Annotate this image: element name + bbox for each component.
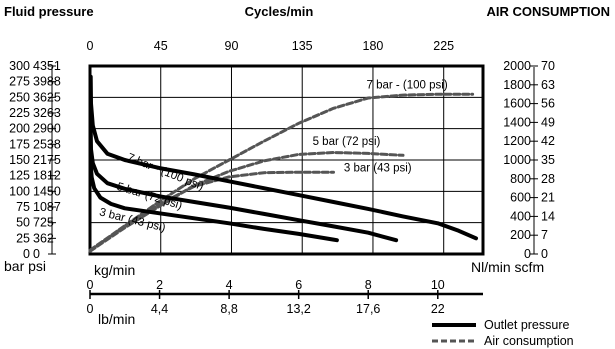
nl-min-tick-label: 1000: [503, 153, 531, 167]
psi-tick-label: 3263: [33, 106, 61, 120]
outlet-pressure-series: [88, 74, 478, 243]
nl-min-tick-label: 1400: [503, 115, 531, 129]
cycles-tick-label: 135: [292, 39, 313, 53]
outlet-pressure-line-1: [88, 126, 399, 243]
psi-tick-label: 3625: [33, 90, 61, 104]
bar-tick-label: 175: [9, 137, 30, 151]
cycles-tick-label: 225: [433, 39, 454, 53]
nl-min-tick-label: 800: [510, 172, 531, 186]
lb-min-tick-label: 4,4: [151, 302, 168, 316]
lb-min-tick-label: 13,2: [287, 302, 311, 316]
air-7bar-label: 7 bar - (100 psi): [366, 80, 447, 92]
psi-tick-label: 0: [33, 247, 40, 261]
air-consumption-header: AIR CONSUMPTION: [487, 4, 611, 19]
psi-tick-label: 2175: [33, 153, 61, 167]
nl-min-tick-label: 400: [510, 209, 531, 223]
cycles-tick-label: 90: [225, 39, 239, 53]
nl-min-tick-label: 600: [510, 191, 531, 205]
scfm-tick-label: 21: [541, 191, 555, 205]
bar-tick-label: 0: [23, 247, 30, 261]
psi-tick-label: 1812: [33, 169, 61, 183]
psi-tick-label: 362: [33, 231, 54, 245]
bar-tick-label: 125: [9, 169, 30, 183]
bar-tick-label: 200: [9, 122, 30, 136]
nl-min-ticks: 0 200 400 600 800 1000 1200 1400 1600 1800 2000: [503, 59, 531, 261]
bar-tick-label: 150: [9, 153, 30, 167]
nl-min-tick-label: 1200: [503, 134, 531, 148]
lb-min-tick-label: 0: [87, 302, 94, 316]
outlet-pressure-line-0: [88, 74, 478, 241]
legend-air-label: Air consumption: [484, 334, 574, 348]
psi-tick-label: 2900: [33, 122, 61, 136]
nl-min-tick-label: 0: [524, 247, 531, 261]
bar-tick-label: 275: [9, 75, 30, 89]
kg-min-tick-label: 8: [365, 278, 372, 292]
scfm-tick-label: 0: [541, 247, 548, 261]
air-consumption-line-2: [88, 170, 335, 252]
scfm-tick-label: 42: [541, 134, 555, 148]
kg-min-tick-label: 10: [431, 278, 445, 292]
air-consumption-line-0: [88, 92, 475, 253]
scfm-tick-label: 70: [541, 59, 555, 73]
scfm-tick-label: 28: [541, 172, 555, 186]
lb-min-unit: lb/min: [98, 311, 135, 327]
psi-tick-label: 3988: [33, 75, 61, 89]
scfm-tick-label: 35: [541, 153, 555, 167]
kg-min-tick-label: 4: [226, 278, 233, 292]
outlet-pressure-line-2: [88, 163, 339, 243]
fluid-pressure-header: Fluid pressure: [4, 4, 94, 19]
cycles-ticks: 0 45 90 135 180 225: [87, 39, 455, 53]
kg-min-ticks: 0 2 4 6 8 10: [87, 278, 445, 299]
cycles-tick-label: 180: [363, 39, 384, 53]
scfm-ticks: 0 7 14 21 28 35 42 49 56 63 70: [530, 59, 555, 261]
kg-min-tick-label: 6: [295, 278, 302, 292]
bar-tick-label: 300: [9, 59, 30, 73]
scfm-tick-label: 56: [541, 97, 555, 111]
air-3bar-label: 3 bar (43 psi): [344, 162, 412, 174]
nl-min-tick-label: 2000: [503, 59, 531, 73]
cycles-tick-label: 45: [154, 39, 168, 53]
bar-tick-label: 225: [9, 106, 30, 120]
bar-tick-label: 100: [9, 184, 30, 198]
kg-min-tick-label: 2: [156, 278, 163, 292]
psi-tick-label: 1087: [33, 200, 61, 214]
kg-min-unit: kg/min: [94, 262, 135, 278]
bar-tick-label: 25: [16, 231, 30, 245]
cycles-header: Cycles/min: [245, 4, 314, 19]
scfm-tick-label: 7: [541, 228, 548, 242]
psi-tick-label: 1450: [33, 184, 61, 198]
psi-tick-label: 2538: [33, 137, 61, 151]
lb-min-ticks: 0 4,4 8,8 13,2 17,6 22: [87, 302, 445, 316]
nl-scfm-unit: Nl/min scfm: [471, 259, 544, 275]
legend-outlet-label: Outlet pressure: [484, 318, 570, 332]
nl-min-tick-label: 200: [510, 228, 531, 242]
psi-tick-label: 725: [33, 216, 54, 230]
scfm-tick-label: 14: [541, 209, 555, 223]
bar-tick-label: 50: [16, 216, 30, 230]
lb-min-tick-label: 22: [431, 302, 445, 316]
lb-min-tick-label: 17,6: [356, 302, 380, 316]
scfm-tick-label: 49: [541, 115, 555, 129]
nl-min-tick-label: 1800: [503, 78, 531, 92]
bar-tick-label: 250: [9, 90, 30, 104]
bar-tick-label: 75: [16, 200, 30, 214]
psi-tick-label: 4351: [33, 59, 61, 73]
air-5bar-label: 5 bar (72 psi): [313, 136, 381, 148]
nl-min-tick-label: 1600: [503, 97, 531, 111]
bar-psi-unit: bar psi: [4, 258, 46, 274]
lb-min-tick-label: 8,8: [220, 302, 237, 316]
cycles-tick-label: 0: [87, 39, 94, 53]
kg-min-tick-label: 0: [87, 278, 94, 292]
scfm-tick-label: 63: [541, 78, 555, 92]
